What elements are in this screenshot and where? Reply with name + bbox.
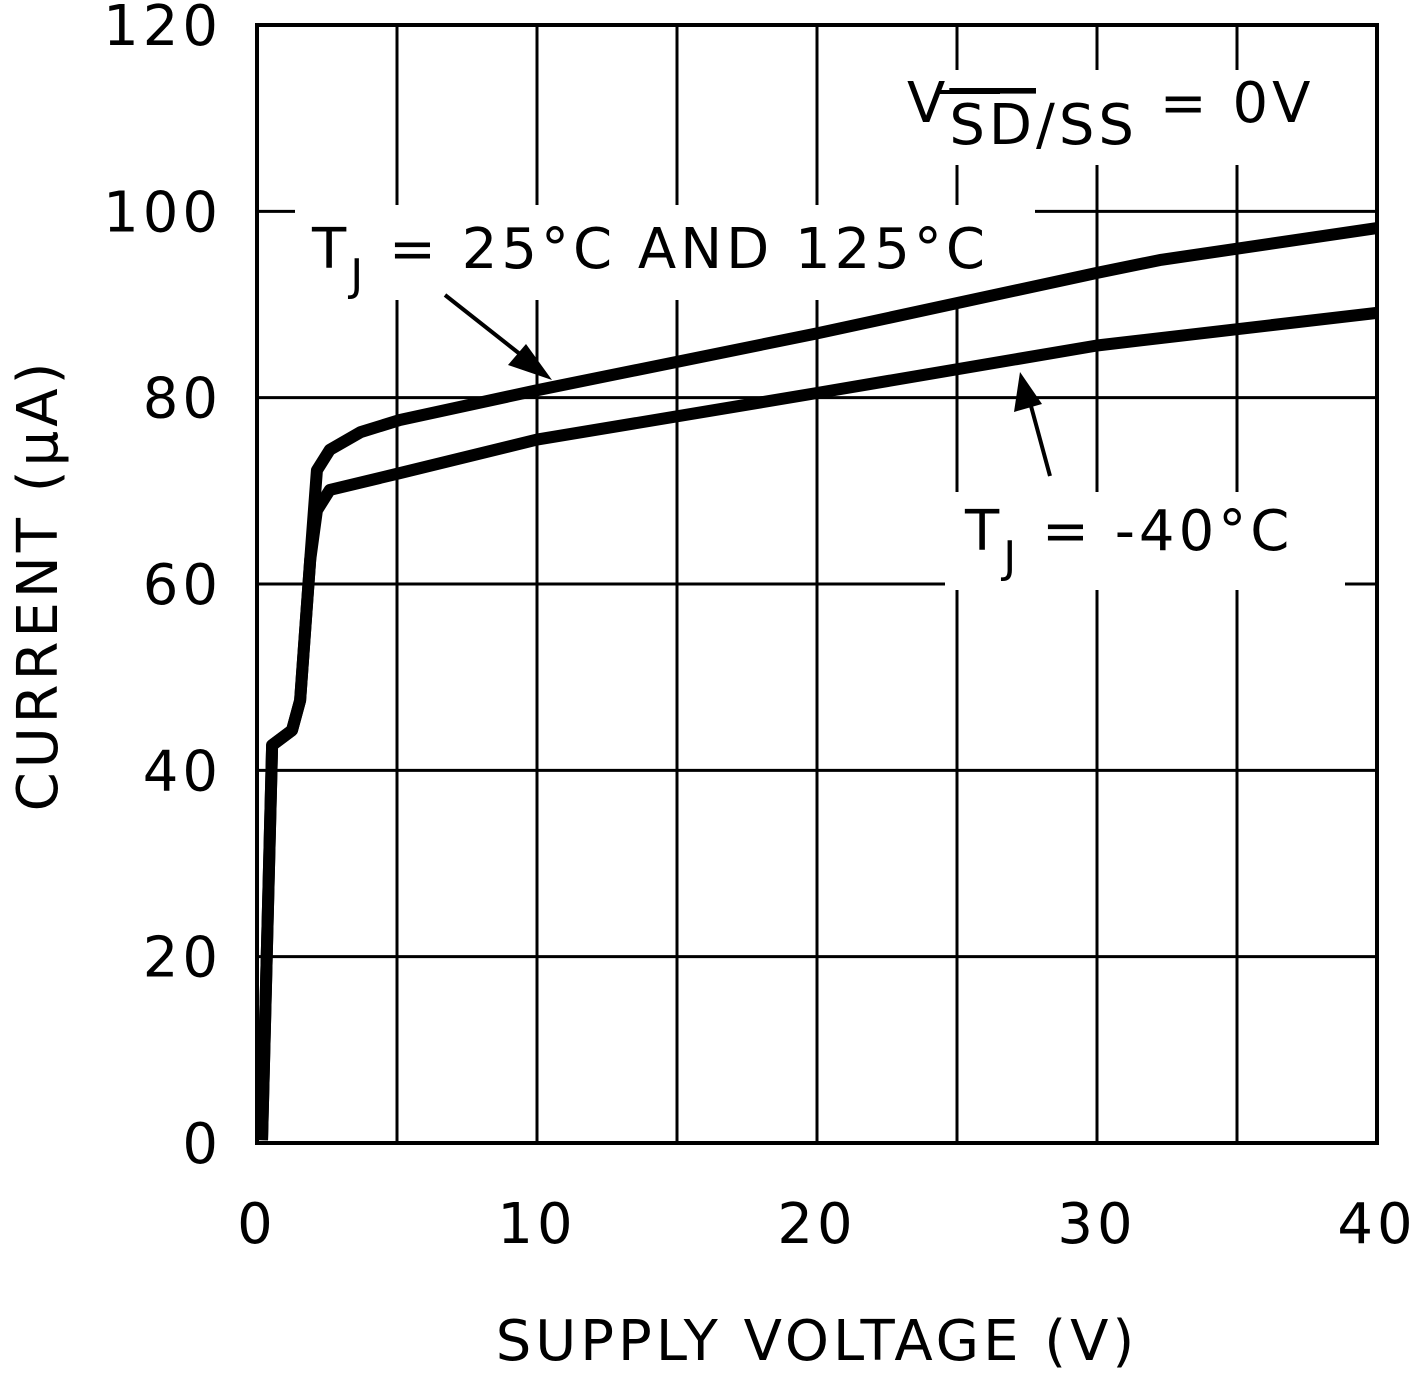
y-tick-label: 0 xyxy=(182,1112,222,1177)
condition-symbol: V xyxy=(907,71,949,136)
x-axis-label: SUPPLY VOLTAGE (V) xyxy=(496,1309,1139,1374)
x-tick-label: 40 xyxy=(1337,1192,1411,1257)
arrow xyxy=(1026,394,1052,477)
x-tick-label: 0 xyxy=(237,1192,277,1257)
plot-frame xyxy=(255,23,1379,1145)
label-background xyxy=(945,492,1345,590)
arrowhead xyxy=(508,344,552,380)
y-tick-label: 60 xyxy=(143,553,222,618)
y-tick-label: 100 xyxy=(103,180,222,245)
y-tick-label: 80 xyxy=(143,367,222,432)
series-rest: = 25°C AND 125°C xyxy=(367,217,989,282)
label-background xyxy=(890,70,1310,165)
lines xyxy=(256,222,1378,1141)
series-sub: J xyxy=(1000,532,1020,583)
arrowhead xyxy=(1014,372,1042,412)
series-symbol: T xyxy=(311,217,350,282)
y-tick-label: 40 xyxy=(143,739,222,804)
condition-rest: = 0V xyxy=(1138,71,1314,136)
series-line xyxy=(256,306,1378,1141)
condition-label: VSD/SS = 0V xyxy=(907,71,1314,158)
series-label: TJ = -40°C xyxy=(964,499,1293,583)
series-label: TJ = 25°C AND 125°C xyxy=(311,217,989,301)
y-axis-label: CURRENT (μA) xyxy=(6,359,71,812)
series-line xyxy=(256,222,1378,1141)
x-tick-label: 20 xyxy=(777,1192,856,1257)
arrow xyxy=(443,293,532,364)
label-background xyxy=(295,205,1035,300)
x-tick-label: 30 xyxy=(1057,1192,1136,1257)
y-tick-label: 20 xyxy=(143,926,222,991)
series-sub: J xyxy=(347,250,367,301)
series-symbol: T xyxy=(964,499,1003,564)
condition-sub: SD xyxy=(949,93,1036,158)
condition-sub: /SS xyxy=(1036,93,1138,158)
y-tick-label: 120 xyxy=(103,0,222,59)
x-tick-label: 10 xyxy=(497,1192,576,1257)
series-rest: = -40°C xyxy=(1020,499,1293,564)
